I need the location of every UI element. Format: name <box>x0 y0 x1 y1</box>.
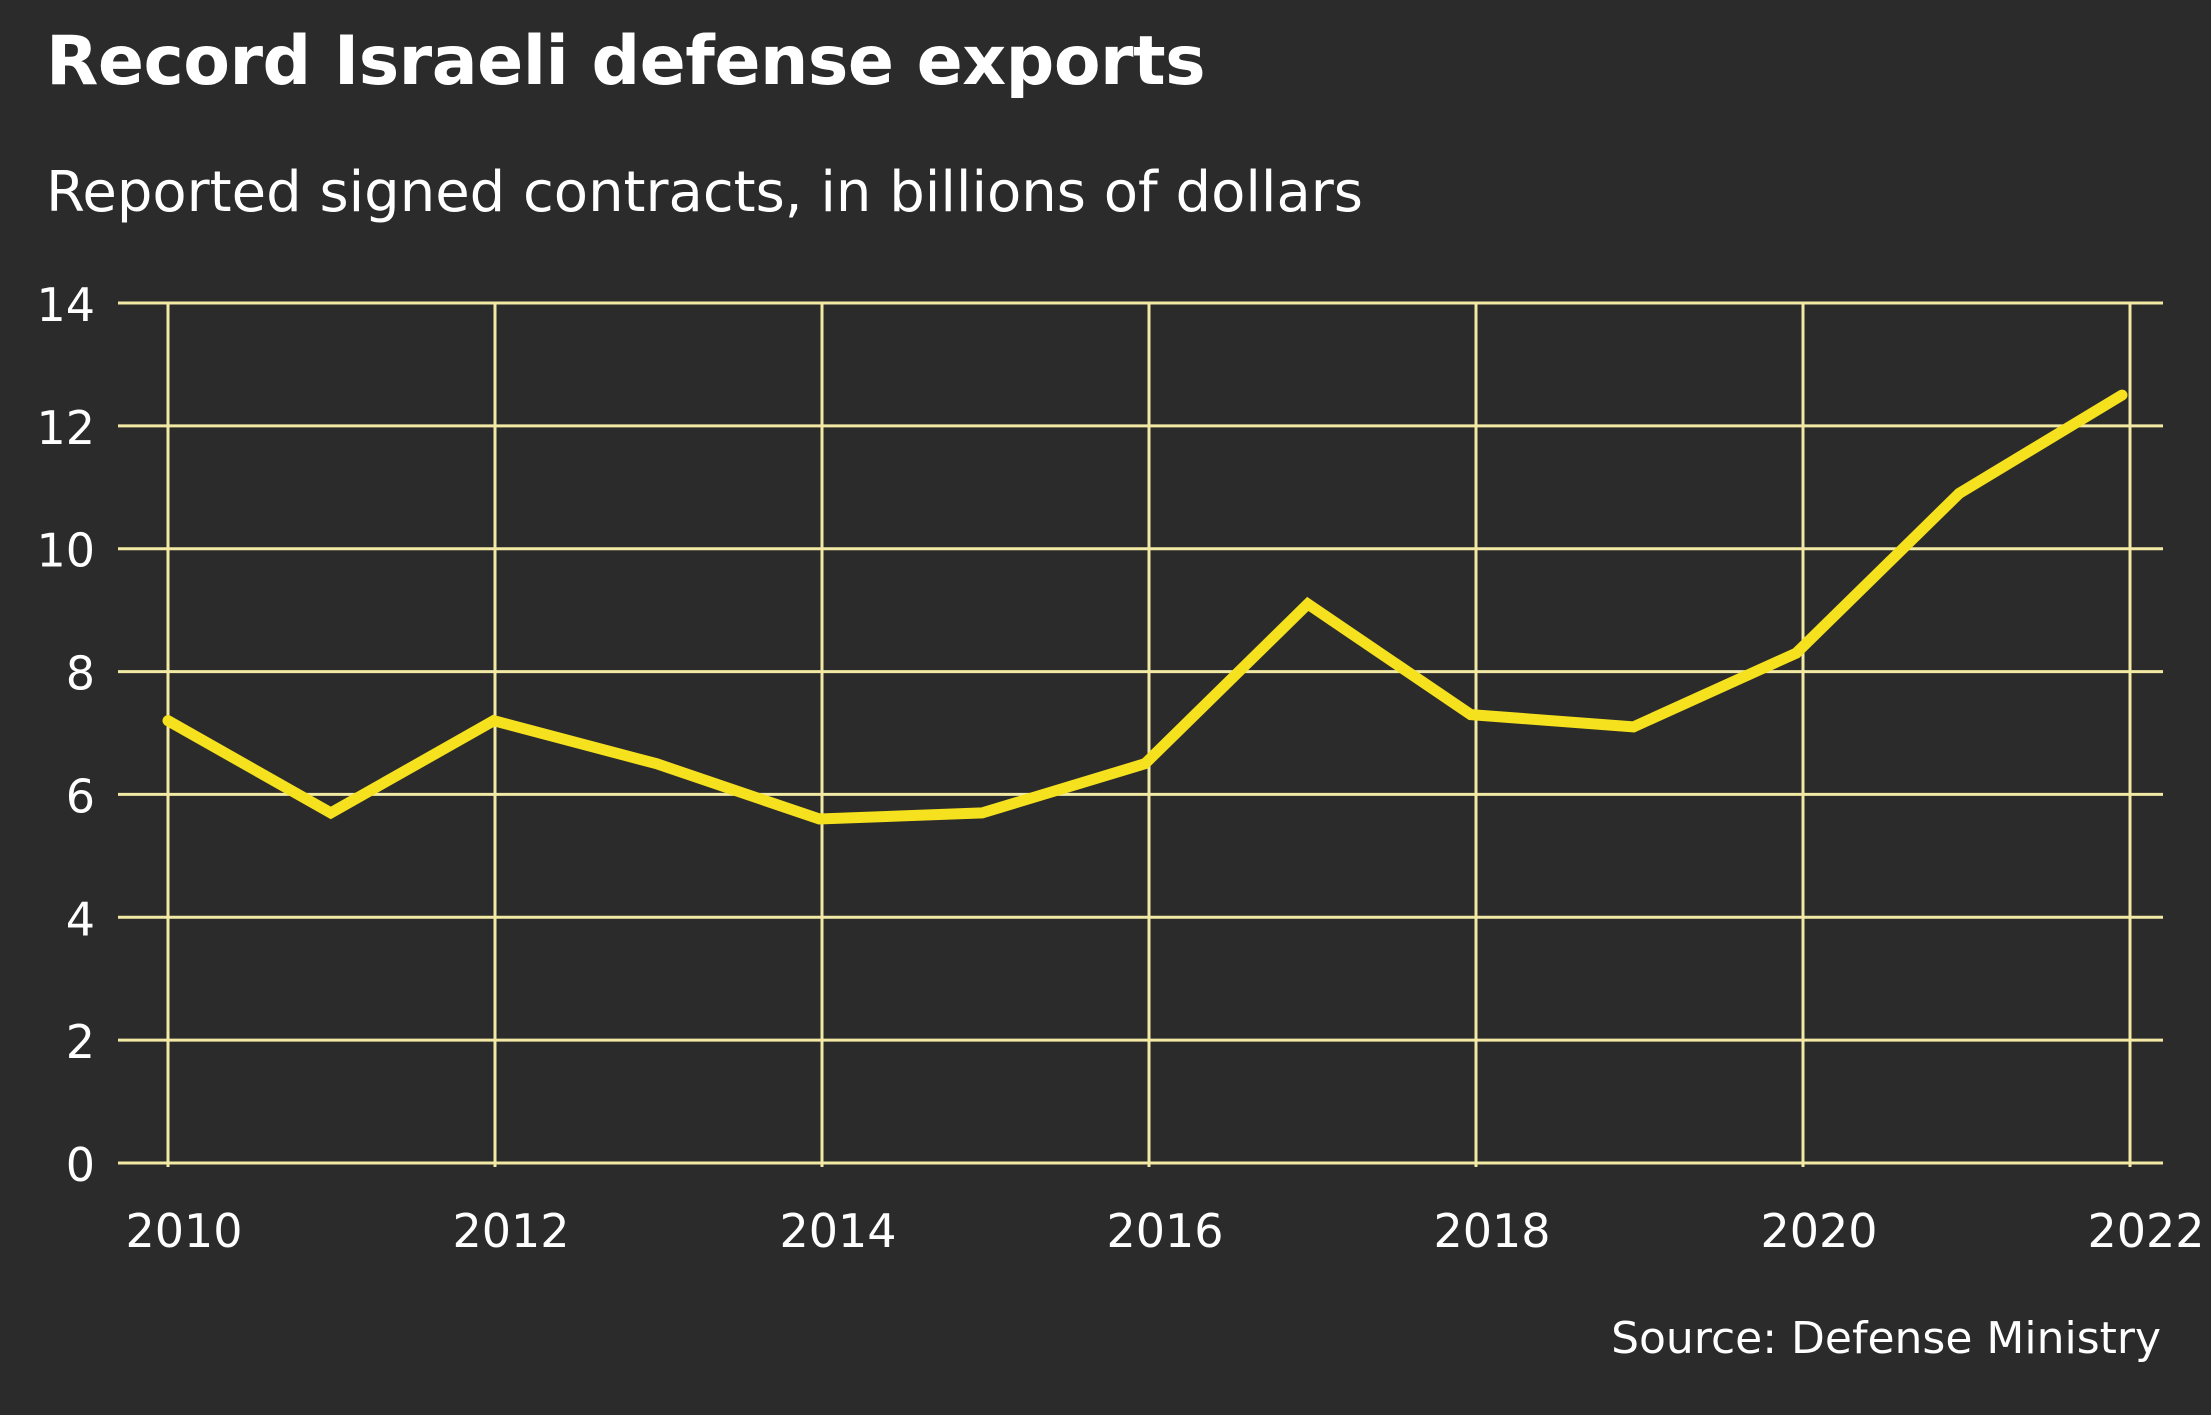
x-tick-label-2016: 2016 <box>1106 1204 1223 1258</box>
x-tick-label-2012: 2012 <box>452 1204 569 1258</box>
horizontal-gridlines <box>118 301 2163 1165</box>
y-tick-label-0: 0 <box>66 1138 95 1192</box>
y-tick-label-14: 14 <box>36 278 95 332</box>
chart-subtitle: Reported signed contracts, in billions o… <box>46 160 1363 225</box>
x-tick-label-2022: 2022 <box>2087 1204 2204 1258</box>
y-tick-label-2: 2 <box>66 1015 95 1069</box>
vertical-gridlines <box>166 303 2132 1167</box>
series-line-0 <box>162 389 2128 825</box>
source-note: Source: Defense Ministry <box>1611 1313 2161 1364</box>
series-layer <box>162 389 2128 825</box>
x-axis-tick-labels: 2010 2012 2014 2016 2018 2020 2022 <box>125 1204 2204 1258</box>
y-axis-tick-labels: 0 2 4 6 8 10 12 14 <box>36 278 95 1192</box>
x-tick-label-2010: 2010 <box>125 1204 242 1258</box>
chart-title: Record Israeli defense exports <box>46 22 1206 101</box>
x-tick-label-2014: 2014 <box>779 1204 896 1258</box>
x-tick-label-2020: 2020 <box>1760 1204 1877 1258</box>
y-tick-label-8: 8 <box>66 647 95 701</box>
y-tick-label-10: 10 <box>36 524 95 578</box>
y-tick-label-4: 4 <box>66 892 95 946</box>
x-tick-label-2018: 2018 <box>1433 1204 1550 1258</box>
y-tick-label-6: 6 <box>66 769 95 823</box>
y-tick-label-12: 12 <box>36 401 95 455</box>
